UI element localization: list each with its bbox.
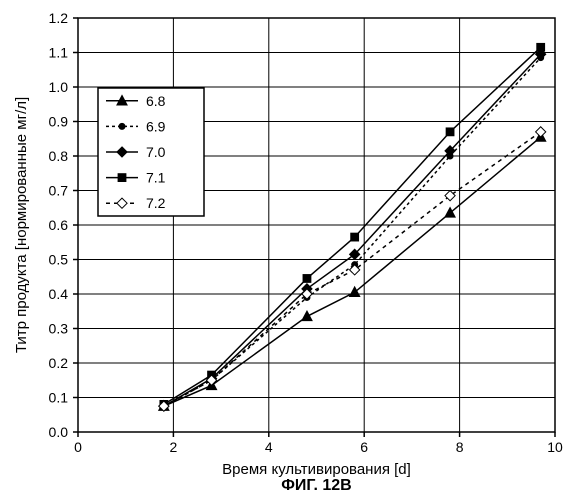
y-tick-label: 0.8 [49, 148, 69, 164]
y-axis-label: Титр продукта [нормированные мг/л] [13, 97, 30, 353]
y-tick-label: 0.9 [49, 114, 69, 130]
y-tick-label: 1.2 [49, 10, 69, 26]
y-tick-label: 0.2 [49, 355, 69, 371]
x-tick-label: 10 [547, 439, 563, 455]
y-tick-label: 0.4 [49, 286, 69, 302]
x-tick-label: 8 [456, 439, 464, 455]
y-tick-label: 0.5 [49, 252, 69, 268]
x-tick-label: 2 [170, 439, 178, 455]
x-tick-label: 6 [360, 439, 368, 455]
y-tick-label: 0.1 [49, 390, 69, 406]
y-tick-label: 0.3 [49, 321, 69, 337]
legend-label: 7.1 [146, 170, 166, 186]
y-tick-label: 0.0 [49, 424, 69, 440]
y-tick-label: 0.7 [49, 183, 69, 199]
legend-label: 6.8 [146, 93, 166, 109]
legend-label: 7.2 [146, 195, 166, 211]
line-chart: 0 2 4 6 8 10 0.0 0.1 0.2 0.3 0.4 0.5 0.6 0.7 0.8 0.9 1.0… [0, 0, 583, 500]
x-tick-label: 0 [74, 439, 82, 455]
legend-label: 7.0 [146, 144, 166, 160]
y-tick-label: 1.0 [49, 79, 69, 95]
legend-label: 6.9 [146, 118, 166, 134]
legend: 6.8 6.9 7.0 7.1 7.2 [98, 88, 204, 216]
figure-caption: ФИГ. 12B [281, 477, 351, 494]
y-tick-label: 0.6 [49, 217, 69, 233]
x-tick-label: 4 [265, 439, 273, 455]
chart-container: 0 2 4 6 8 10 0.0 0.1 0.2 0.3 0.4 0.5 0.6 0.7 0.8 0.9 1.0… [0, 0, 583, 500]
y-tick-label: 1.1 [49, 45, 69, 61]
x-axis-label: Время культивирования [d] [222, 461, 411, 478]
